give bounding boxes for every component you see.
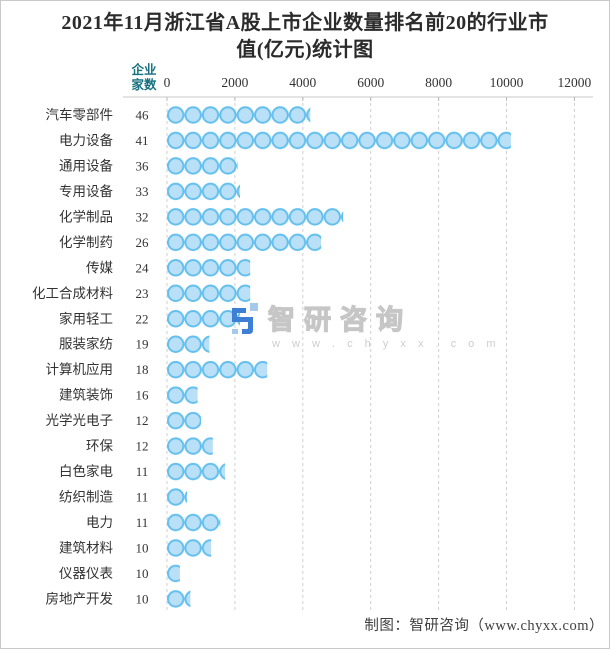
bar-row: 建筑装饰 16 (59, 386, 198, 405)
row-label: 环保 (86, 439, 113, 454)
row-label: 仪器仪表 (59, 566, 113, 581)
bubble-bar (167, 182, 240, 201)
credit-line: 制图：智研咨询（www.chyxx.com） (364, 618, 604, 634)
bar-row: 仪器仪表 10 (59, 564, 180, 583)
row-label: 房地产开发 (46, 591, 114, 606)
bar-row: 建筑材料 10 (59, 538, 212, 557)
bar-row: 传媒 24 (86, 258, 251, 277)
bubble-bar (167, 386, 198, 405)
row-count: 32 (136, 209, 149, 224)
bar-row: 化工合成材料 23 (32, 284, 251, 303)
bubble-bar (167, 538, 212, 557)
row-label: 化工合成材料 (32, 286, 113, 301)
x-tick-label: 0 (164, 75, 171, 90)
row-label: 纺织制造 (59, 490, 113, 505)
row-count: 19 (136, 337, 149, 352)
bubble-bar (167, 233, 322, 252)
row-count: 12 (136, 413, 149, 428)
x-tick-labels: 0 2000 4000 6000 8000 10000 12000 (164, 75, 592, 90)
bubble-bar (167, 360, 268, 379)
row-label: 化学制品 (59, 209, 113, 224)
chart-title-line2: 值(亿元)统计图 (236, 39, 374, 61)
bar-row: 光学光电子 12 (46, 411, 201, 430)
row-count: 33 (136, 184, 149, 199)
row-count: 41 (136, 133, 149, 148)
bubble-bar (167, 462, 226, 481)
bar-rows: 汽车零部件 46 电力设备 41 通用设备 36 专用设备 33 化学制品 32 化学制药 26 传媒 2… (32, 106, 511, 608)
count-header-line2: 家数 (131, 78, 157, 92)
row-label: 建筑材料 (59, 540, 113, 555)
row-count: 24 (136, 260, 150, 275)
bubble-bar-chart: 0 2000 4000 6000 8000 10000 12000 汽车零部件 46 电力设备 4… (32, 75, 593, 613)
row-label: 家用轻工 (59, 310, 113, 326)
row-label: 传媒 (86, 260, 113, 275)
bubble-bar (167, 437, 213, 456)
bar-row: 电力 11 (86, 513, 221, 532)
chart-title-line1: 2021年11月浙江省A股上市企业数量排名前20的行业市 (61, 12, 549, 34)
row-count: 11 (136, 464, 149, 479)
bubble-bar (167, 564, 180, 583)
row-count: 10 (136, 566, 149, 581)
row-label: 电力设备 (59, 132, 113, 148)
row-count: 11 (136, 515, 149, 530)
row-label: 化学制药 (59, 235, 113, 250)
bubble-bar (167, 411, 201, 430)
row-label: 专用设备 (59, 183, 113, 199)
row-count: 23 (136, 286, 149, 301)
bar-row: 纺织制造 11 (59, 488, 187, 507)
bubble-bar (167, 106, 311, 124)
bubble-bar (167, 335, 210, 354)
top-axis (123, 96, 593, 101)
bubble-bar (167, 284, 251, 303)
row-count: 16 (136, 388, 150, 403)
row-label: 建筑装饰 (59, 388, 113, 403)
bubble-bar (167, 258, 251, 277)
x-tick-label: 2000 (221, 75, 248, 90)
row-count: 18 (136, 362, 149, 377)
x-tick-label: 8000 (425, 75, 452, 90)
row-label: 电力 (86, 515, 113, 530)
bar-row: 汽车零部件 46 (46, 106, 311, 124)
row-count: 22 (136, 311, 149, 326)
row-count: 46 (136, 108, 150, 123)
count-header-line1: 企业 (131, 63, 157, 77)
bar-row: 白色家电 11 (59, 462, 226, 481)
bubble-bar (167, 488, 187, 507)
row-label: 白色家电 (59, 463, 113, 479)
row-label: 汽车零部件 (46, 107, 114, 123)
bubble-bar (167, 589, 191, 608)
bar-row: 家用轻工 22 (59, 309, 240, 328)
bar-row: 电力设备 41 (59, 131, 511, 150)
row-label: 计算机应用 (46, 361, 114, 377)
row-count: 10 (136, 540, 149, 555)
bar-row: 化学制品 32 (59, 207, 344, 226)
row-count: 11 (136, 490, 149, 505)
row-label: 服装家纺 (59, 336, 113, 352)
bar-row: 专用设备 33 (59, 182, 240, 201)
row-label: 通用设备 (59, 157, 113, 173)
x-tick-label: 12000 (558, 75, 592, 90)
bubble-bar (167, 207, 344, 226)
x-tick-label: 10000 (490, 75, 524, 90)
row-label: 光学光电子 (46, 413, 114, 428)
bar-row: 服装家纺 19 (59, 335, 210, 354)
row-count: 26 (136, 235, 150, 250)
chart-title: 2021年11月浙江省A股上市企业数量排名前20的行业市 值(亿元)统计图 (1, 10, 609, 64)
row-count: 10 (136, 591, 149, 606)
bubble-bar (167, 513, 221, 532)
bar-row: 房地产开发 10 (46, 589, 191, 608)
bar-row: 计算机应用 18 (46, 360, 268, 379)
bar-row: 化学制药 26 (59, 233, 322, 252)
bar-row: 环保 12 (86, 437, 213, 456)
count-column-header: 企业 家数 (124, 63, 164, 93)
bubble-bar (167, 131, 511, 150)
bubble-bar (167, 156, 238, 175)
row-count: 36 (136, 158, 150, 173)
bubble-bar (167, 309, 240, 328)
x-tick-label: 6000 (357, 75, 384, 90)
x-tick-label: 4000 (289, 75, 316, 90)
bar-row: 通用设备 36 (59, 156, 238, 175)
row-count: 12 (136, 439, 149, 454)
